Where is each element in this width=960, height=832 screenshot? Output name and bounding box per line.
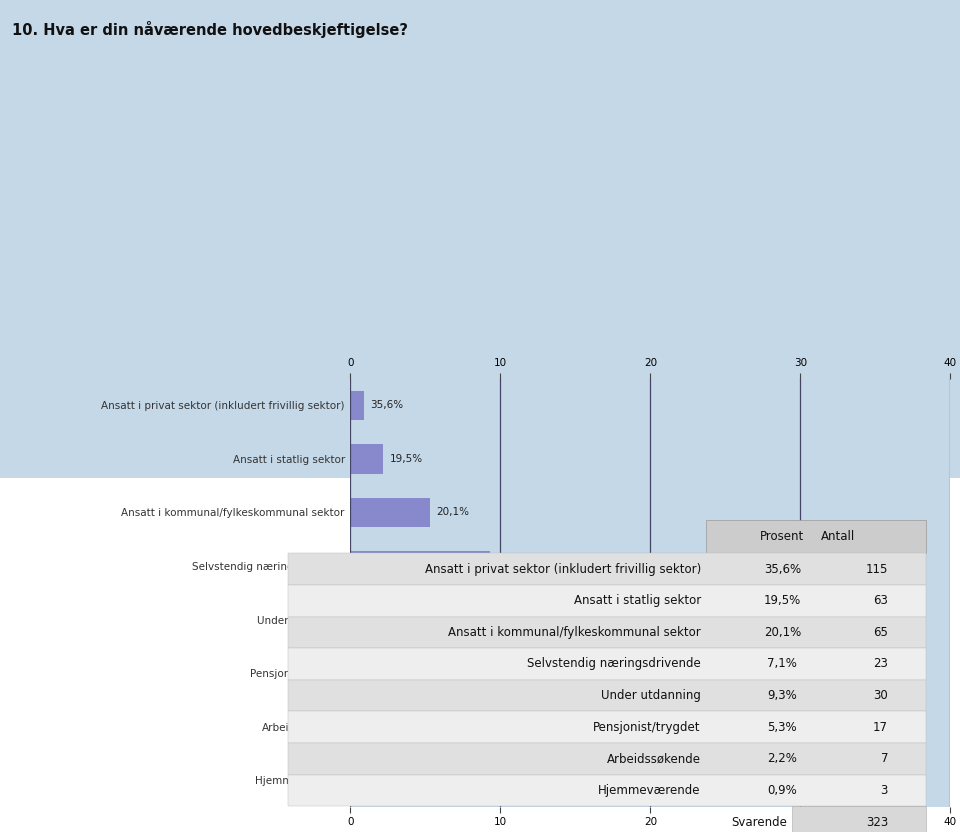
Text: 35,6%: 35,6% [764, 562, 801, 576]
Text: 35,6%: 35,6% [370, 400, 403, 410]
Text: Ansatt i kommunal/fylkeskommunal sektor: Ansatt i kommunal/fylkeskommunal sektor [448, 626, 701, 639]
Text: 20,1%: 20,1% [764, 626, 801, 639]
Bar [350, 712, 643, 741]
Text: 63: 63 [874, 594, 888, 607]
Text: 2,2%: 2,2% [649, 721, 676, 731]
Bar [350, 390, 364, 420]
Text: 7: 7 [880, 752, 888, 765]
Text: 5,3%: 5,3% [768, 721, 797, 734]
Text: 65: 65 [874, 626, 888, 639]
Text: 19,5%: 19,5% [764, 594, 801, 607]
Text: Under utdanning: Under utdanning [601, 689, 701, 702]
Text: 30: 30 [874, 689, 888, 702]
Text: 115: 115 [866, 562, 888, 576]
Text: 3: 3 [880, 784, 888, 797]
Bar [350, 658, 652, 688]
Text: 9,3%: 9,3% [463, 615, 490, 625]
Text: 0,9%: 0,9% [768, 784, 797, 797]
Text: 5,3%: 5,3% [658, 668, 684, 678]
Text: 2,2%: 2,2% [767, 752, 798, 765]
Bar [350, 765, 884, 795]
Bar [350, 498, 430, 527]
Text: Ansatt i statlig sektor: Ansatt i statlig sektor [573, 594, 701, 607]
Text: 19,5%: 19,5% [390, 454, 422, 464]
Bar [350, 444, 383, 473]
Text: Prosent: Prosent [760, 530, 804, 543]
Text: Antall: Antall [821, 530, 854, 543]
Text: 7,1%: 7,1% [767, 657, 798, 671]
Bar [350, 605, 457, 634]
Text: Svarende: Svarende [732, 815, 787, 829]
Text: Pensjonist/trygdet: Pensjonist/trygdet [593, 721, 701, 734]
Bar [350, 552, 490, 581]
Text: Selvstendig næringsdrivende: Selvstendig næringsdrivende [527, 657, 701, 671]
Text: 323: 323 [866, 815, 888, 829]
Text: 17: 17 [873, 721, 888, 734]
Text: 10. Hva er din nåværende hovedbeskjeftigelse?: 10. Hva er din nåværende hovedbeskjeftig… [12, 21, 407, 37]
Text: Ansatt i privat sektor (inkludert frivillig sektor): Ansatt i privat sektor (inkludert frivil… [424, 562, 701, 576]
Text: 23: 23 [874, 657, 888, 671]
Text: 20,1%: 20,1% [436, 508, 468, 518]
Text: Hjemmeværende: Hjemmeværende [598, 784, 701, 797]
Text: 9,3%: 9,3% [768, 689, 797, 702]
Text: 7,1%: 7,1% [496, 561, 522, 571]
Text: Arbeidssøkende: Arbeidssøkende [607, 752, 701, 765]
